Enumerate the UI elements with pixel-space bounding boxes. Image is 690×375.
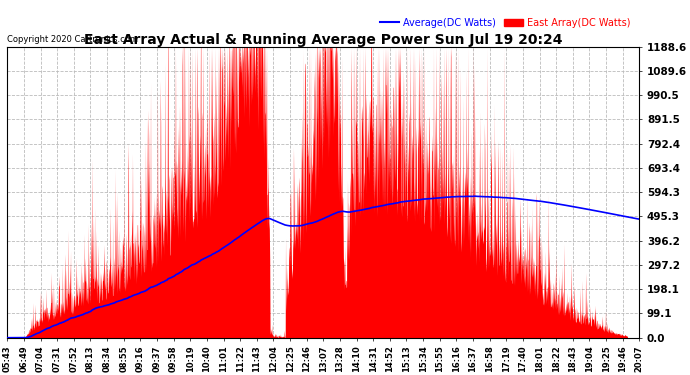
- Legend: Average(DC Watts), East Array(DC Watts): Average(DC Watts), East Array(DC Watts): [376, 14, 635, 32]
- Title: East Array Actual & Running Average Power Sun Jul 19 20:24: East Array Actual & Running Average Powe…: [84, 33, 562, 47]
- Text: Copyright 2020 Cartronics.com: Copyright 2020 Cartronics.com: [8, 35, 138, 44]
